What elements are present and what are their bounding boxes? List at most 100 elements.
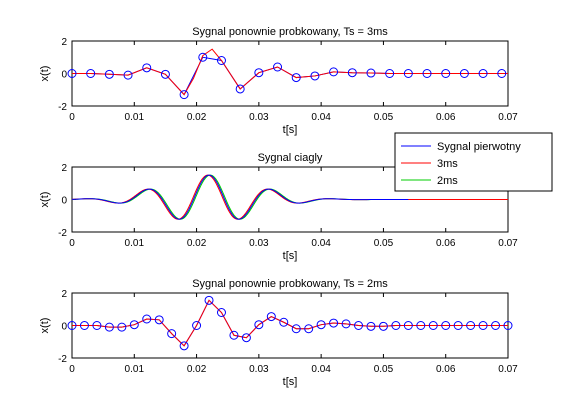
sample-marker bbox=[117, 322, 127, 332]
sample-marker bbox=[273, 62, 283, 72]
sample-marker bbox=[310, 71, 320, 81]
sample-marker bbox=[391, 321, 401, 330]
sample-marker bbox=[235, 84, 245, 94]
reconstructed-signal-line bbox=[72, 299, 508, 347]
x-tick-label: 0.06 bbox=[436, 112, 456, 123]
legend-label: 2ms bbox=[437, 175, 458, 187]
sample-marker bbox=[104, 322, 114, 332]
sample-marker bbox=[497, 69, 507, 78]
sample-marker bbox=[291, 73, 301, 83]
sample-marker bbox=[453, 321, 463, 330]
series-line-0 bbox=[71, 174, 409, 220]
sample-marker bbox=[142, 63, 152, 73]
legend-label: Sygnal pierwotny bbox=[437, 141, 521, 153]
legend: Sygnal pierwotny 3ms 2ms bbox=[394, 132, 553, 192]
sample-marker bbox=[123, 70, 133, 80]
subplot-1: 0 0.01 0.02 0.03 0.04 0.05 0.06 0.07-202Sygnal … bbox=[39, 26, 518, 136]
x-tick-label: 0.03 bbox=[249, 238, 269, 249]
sample-marker bbox=[279, 317, 289, 327]
sample-marker bbox=[329, 318, 339, 328]
x-tick-label: 0.06 bbox=[436, 364, 456, 375]
legend-label: 3ms bbox=[437, 158, 458, 170]
subplot-3: 0 0.01 0.02 0.03 0.04 0.05 0.06 0.07-202Sygnal … bbox=[39, 278, 518, 388]
sample-marker bbox=[179, 90, 189, 100]
x-tick-label: 0.07 bbox=[498, 112, 518, 123]
x-tick-label: 0.01 bbox=[125, 112, 145, 123]
y-axis-label: x(t) bbox=[39, 192, 51, 208]
x-tick-label: 0.04 bbox=[311, 112, 331, 123]
sample-marker bbox=[478, 69, 488, 78]
y-tick-label: 0 bbox=[61, 322, 67, 333]
x-tick-label: 0.07 bbox=[498, 364, 518, 375]
sample-marker bbox=[254, 68, 264, 78]
sample-marker bbox=[229, 330, 239, 340]
sample-marker bbox=[154, 315, 164, 325]
x-tick-label: 0 bbox=[69, 364, 75, 375]
sample-marker bbox=[304, 324, 314, 334]
sample-marker bbox=[129, 320, 139, 330]
sample-marker bbox=[466, 321, 476, 330]
sample-marker bbox=[403, 69, 413, 78]
x-axis-label: t[s] bbox=[283, 250, 298, 262]
sample-marker bbox=[179, 341, 189, 351]
sample-marker bbox=[403, 321, 413, 330]
x-tick-label: 0.05 bbox=[374, 364, 394, 375]
x-tick-label: 0.02 bbox=[187, 112, 207, 123]
y-tick-label: 2 bbox=[61, 289, 67, 300]
sample-marker bbox=[160, 69, 170, 79]
x-tick-label: 0.02 bbox=[187, 364, 207, 375]
subplot-2: 0 0.01 0.02 0.03 0.04 0.05 0.06 0.07-202Sygnal … bbox=[39, 152, 518, 262]
x-tick-label: 0.05 bbox=[374, 238, 394, 249]
sample-marker bbox=[291, 324, 301, 334]
sample-marker bbox=[347, 68, 357, 78]
sample-marker bbox=[92, 321, 102, 330]
sample-marker bbox=[478, 321, 488, 330]
sample-marker bbox=[192, 321, 202, 330]
y-tick-label: 0 bbox=[61, 70, 67, 81]
sample-marker bbox=[422, 69, 432, 78]
reconstructed-signal-line bbox=[72, 48, 508, 96]
sample-marker bbox=[491, 321, 501, 330]
sample-marker bbox=[416, 321, 426, 330]
sample-marker bbox=[341, 319, 351, 329]
sample-marker bbox=[104, 69, 114, 79]
sample-marker bbox=[378, 321, 388, 331]
x-tick-label: 0.04 bbox=[311, 238, 331, 249]
y-tick-label: -2 bbox=[58, 354, 67, 365]
x-tick-label: 0.01 bbox=[125, 238, 145, 249]
sample-marker bbox=[354, 321, 364, 330]
plot-title: Sygnal ciagly bbox=[258, 152, 323, 164]
x-tick-label: 0 bbox=[69, 112, 75, 123]
x-tick-label: 0.03 bbox=[249, 112, 269, 123]
x-tick-label: 0 bbox=[69, 238, 75, 249]
sample-marker bbox=[366, 321, 376, 331]
x-tick-label: 0.01 bbox=[125, 364, 145, 375]
sample-marker bbox=[67, 69, 77, 78]
sample-marker bbox=[241, 333, 251, 343]
x-tick-label: 0.04 bbox=[311, 364, 331, 375]
x-tick-label: 0.03 bbox=[249, 364, 269, 375]
y-tick-label: -2 bbox=[58, 102, 67, 113]
sample-marker bbox=[86, 69, 96, 78]
plot-title: Sygnal ponownie probkowany, Ts = 3ms bbox=[192, 26, 388, 38]
y-axis-label: x(t) bbox=[39, 66, 51, 82]
y-tick-label: -2 bbox=[58, 228, 67, 239]
x-axis-label: t[s] bbox=[283, 124, 298, 136]
sample-marker bbox=[67, 321, 77, 330]
sample-marker bbox=[329, 67, 339, 77]
sample-marker bbox=[428, 321, 438, 330]
x-tick-label: 0.02 bbox=[187, 238, 207, 249]
x-tick-label: 0.06 bbox=[436, 238, 456, 249]
x-tick-label: 0.07 bbox=[498, 238, 518, 249]
sample-marker bbox=[79, 321, 89, 330]
sample-marker bbox=[198, 52, 208, 62]
sample-marker bbox=[459, 69, 469, 78]
x-tick-label: 0.05 bbox=[374, 112, 394, 123]
y-tick-label: 2 bbox=[61, 163, 67, 174]
sample-marker bbox=[385, 69, 395, 78]
sample-marker bbox=[316, 320, 326, 330]
sample-marker bbox=[167, 329, 177, 339]
sample-marker bbox=[441, 69, 451, 78]
sample-marker bbox=[366, 68, 376, 78]
